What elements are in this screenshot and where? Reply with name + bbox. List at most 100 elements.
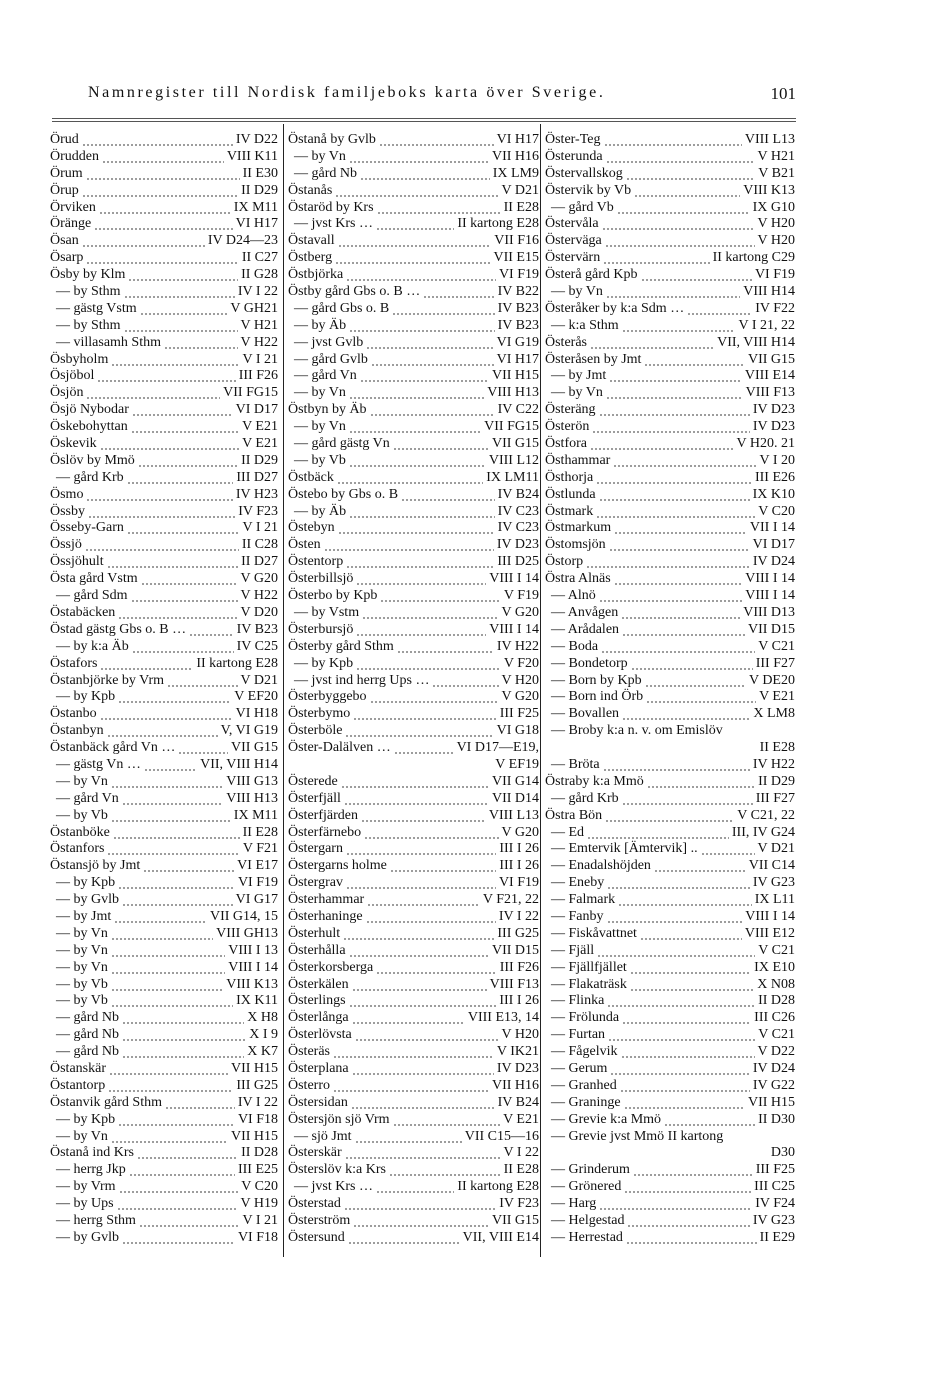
index-entry: — by Kpb VI F18 <box>50 1111 278 1129</box>
dot-leader <box>605 807 735 825</box>
entry-name: — by k:a Äb <box>56 638 129 654</box>
entry-name: Öskevik <box>50 436 97 452</box>
index-entry: — Grinderum III F25 <box>545 1162 795 1180</box>
dot-leader <box>365 908 496 926</box>
entry-reference: VI F18 <box>237 1229 278 1245</box>
entry-name: Österbyggebo <box>288 689 367 705</box>
entry-name: — by Vb <box>56 807 108 823</box>
dot-leader <box>592 419 750 437</box>
entry-name: Östhorja <box>545 469 594 485</box>
entry-reference: VII D15 <box>747 621 795 637</box>
entry-reference: V DE20 <box>748 672 795 688</box>
entry-name: — by Kpb <box>56 689 116 705</box>
entry-reference: VIII H13 <box>226 790 278 806</box>
index-entry: Österfjäll VII D14 <box>288 790 539 808</box>
dot-leader <box>622 1010 752 1028</box>
dot-leader <box>122 1010 245 1028</box>
entry-reference: VIII E13, 14 <box>467 1010 539 1026</box>
dot-leader <box>143 858 235 876</box>
entry-name: Össby <box>50 503 86 519</box>
dot-leader <box>337 233 492 251</box>
entry-name: Östby gård Gbs o. B … <box>288 284 421 300</box>
dot-leader <box>123 317 238 335</box>
index-entry: Öskevik V E21 <box>50 436 278 453</box>
entry-name: — gård Nb <box>56 1044 119 1060</box>
page-header: Namnregister till Nordisk familjeboks ka… <box>88 84 796 108</box>
entry-reference: V E21 <box>759 689 795 705</box>
dot-leader <box>345 841 497 859</box>
entry-name: — by Vn <box>56 925 108 941</box>
index-entry: — jvst Krs … II kartong E28 <box>288 216 539 234</box>
entry-name: — gård Sdm <box>56 588 128 604</box>
dot-leader <box>639 925 742 943</box>
entry-name: Ösmo <box>50 486 84 502</box>
dot-leader <box>139 300 228 318</box>
dot-leader <box>349 317 495 335</box>
entry-name: Österlånga <box>288 1010 349 1026</box>
entry-reference: V E21 <box>503 1111 539 1127</box>
entry-reference: X N08 <box>757 976 795 992</box>
entry-reference: V I 20 <box>759 452 795 468</box>
index-entry: Österväga V H20 <box>545 233 795 251</box>
dot-leader <box>369 402 495 420</box>
dot-leader <box>370 351 494 369</box>
index-entry: — Broby k:a n. v. om Emislöv <box>545 723 795 740</box>
index-entry: — by Vn VIII F13 <box>545 385 795 403</box>
index-entry: — jvst Krs … II kartong E28 <box>288 1179 539 1197</box>
entry-name: Östervåla <box>545 216 599 232</box>
entry-name: Österfärnebo <box>288 824 362 840</box>
index-entry: Östanvik gård Sthm IV I 22 <box>50 1094 278 1112</box>
dot-leader <box>118 875 235 893</box>
index-entry: — by Vn VIII GH13 <box>50 925 278 943</box>
entry-name: Österbo by Kpb <box>288 588 378 604</box>
index-entry: — gård Krb III F27 <box>545 790 795 808</box>
entry-name: Österhult <box>288 925 341 941</box>
entry-reference: IX LM11 <box>486 469 539 485</box>
index-entry: — gård Nb X I 9 <box>50 1027 278 1045</box>
index-entry: — by Kpb VI F19 <box>50 875 278 893</box>
entry-reference: VI G18 <box>496 723 539 739</box>
dot-leader <box>599 1196 753 1213</box>
index-entry: — Graninge VII H15 <box>545 1094 795 1112</box>
index-entry: — Bovallen X LM8 <box>545 706 795 724</box>
entry-reference: VII I 14 <box>749 520 795 536</box>
entry-reference: VII G15 <box>491 1213 539 1228</box>
dot-leader <box>432 672 499 690</box>
index-entry: — Fanby VIII I 14 <box>545 908 795 926</box>
entry-name: — Flinka <box>551 993 605 1009</box>
entry-name: — by Äb <box>294 503 347 519</box>
entry-reference: II D29 <box>241 182 278 198</box>
index-entry: Österåker by k:a Sdm … IV F22 <box>545 300 795 318</box>
entry-reference: VIII GH13 <box>216 925 278 941</box>
dot-leader <box>346 267 496 285</box>
entry-reference: VII E15 <box>493 250 540 266</box>
entry-name: Östersjön sjö Vrm <box>288 1111 390 1127</box>
index-entry: — by Vstm V G20 <box>288 604 539 622</box>
dot-leader <box>614 520 747 538</box>
index-entry: — by Vrm V C20 <box>50 1179 278 1197</box>
index-entry: — jvst ind herrg Ups … V H20 <box>288 672 539 690</box>
dot-leader <box>138 1213 240 1230</box>
dot-leader <box>356 621 487 639</box>
index-entry: Östra Alnäs VIII I 14 <box>545 571 795 589</box>
index-entry: — Helgestad IV G23 <box>545 1213 795 1230</box>
entry-reference: V H20 <box>501 672 539 688</box>
dot-leader <box>143 756 198 774</box>
entry-reference: VIII F13 <box>489 976 539 992</box>
entry-name: Ösbyholm <box>50 351 109 367</box>
dot-leader <box>362 604 499 622</box>
dot-leader <box>344 1145 501 1163</box>
dot-leader <box>603 250 710 268</box>
index-entry: Österkälen VIII F13 <box>288 976 539 994</box>
entry-reference: IX L11 <box>754 892 795 908</box>
dot-leader <box>350 1094 495 1112</box>
index-entry: Ösjö Nybodar VI D17 <box>50 402 278 420</box>
index-entry: — by Vn VII FG15 <box>288 419 539 437</box>
index-entry: — herrg Jkp III E25 <box>50 1162 278 1180</box>
index-entry: Östanås V D21 <box>288 182 539 200</box>
column-divider <box>540 124 541 1257</box>
entry-reference: IV B23 <box>497 300 539 316</box>
entry-name: — by Vn <box>56 942 108 958</box>
index-entry: Ösjöbol III F26 <box>50 368 278 386</box>
entry-reference: II kartong E28 <box>196 655 278 671</box>
